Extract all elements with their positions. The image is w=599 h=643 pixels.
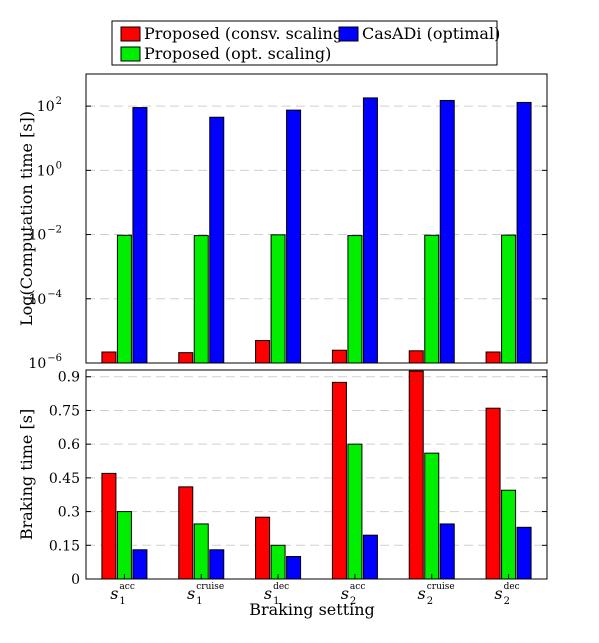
x-tick-superscript: dec: [273, 582, 289, 592]
x-tick-label: s dec 2: [494, 582, 519, 607]
top-bar-proposed-opt: [347, 235, 363, 364]
top-bar-proposed-consv: [255, 340, 271, 364]
top-bar-casadi: [209, 116, 225, 364]
legend-swatch-proposed-opt: [120, 46, 141, 62]
legend: Proposed (consv. scaling) CasADi (optima…: [111, 20, 500, 66]
bot-y-tick-label: 0.6: [58, 437, 80, 453]
top-y-tick-exponent: −4: [47, 289, 62, 300]
top-bar-proposed-opt: [270, 234, 286, 364]
bot-bar-proposed-consv: [255, 516, 271, 580]
top-bar-proposed-consv: [485, 351, 501, 364]
bot-bar-proposed-opt: [193, 523, 209, 580]
braking-time-panel: 0 0.15 0.3 0.45 0.6 0.75 0.9 Braking time [s]: [17, 369, 548, 588]
top-y-tick-exponent: −6: [47, 353, 62, 364]
bot-y-tick-label: 0.9: [58, 370, 80, 386]
top-bar-proposed-opt: [501, 234, 517, 364]
top-plot-frame: [85, 73, 548, 364]
top-bar-casadi: [286, 109, 302, 364]
bot-bar-proposed-opt: [424, 452, 440, 580]
top-bar-proposed-opt: [116, 234, 132, 364]
bot-bar-proposed-consv: [485, 407, 501, 580]
top-bars: [101, 97, 532, 364]
top-bar-casadi: [439, 99, 455, 364]
x-tick-symbol: s: [494, 584, 502, 603]
bot-y-tick-label: 0: [71, 572, 80, 588]
top-y-tick-label: 100: [37, 160, 62, 179]
legend-label-proposed-opt: Proposed (opt. scaling): [144, 44, 331, 63]
top-bar-proposed-consv: [178, 352, 194, 364]
top-bar-proposed-consv: [408, 350, 424, 364]
top-bar-proposed-consv: [331, 349, 347, 364]
x-tick-symbol: s: [418, 584, 426, 603]
x-tick-label: s cruise 1: [187, 582, 224, 607]
legend-label-proposed-consv: Proposed (consv. scaling): [144, 24, 349, 43]
top-bar-proposed-consv: [101, 351, 117, 364]
top-y-axis-label: Log(Computation time [s]): [17, 111, 36, 326]
x-tick-label: s acc 2: [341, 582, 366, 607]
bottom-plot-frame: [85, 369, 548, 580]
x-tick-label: s dec 1: [264, 582, 289, 607]
top-bar-proposed-opt: [193, 235, 209, 364]
bottom-y-ticks: 0 0.15 0.3 0.45 0.6 0.75 0.9: [49, 370, 547, 588]
top-gridlines: [86, 105, 547, 300]
legend-frame: [111, 20, 498, 66]
x-tick-symbol: s: [264, 584, 272, 603]
bot-bar-casadi: [286, 556, 302, 580]
legend-swatch-casadi: [338, 26, 359, 42]
legend-swatch-proposed-consv: [120, 26, 141, 42]
bot-bar-proposed-consv: [178, 486, 194, 580]
x-tick-subscript: 2: [427, 596, 433, 607]
top-bar-proposed-opt: [424, 234, 440, 364]
bot-bar-proposed-consv: [331, 381, 347, 580]
bot-bar-proposed-opt: [116, 511, 132, 580]
bot-bar-proposed-consv: [408, 370, 424, 580]
bot-bar-proposed-opt: [501, 489, 517, 580]
x-tick-superscript: acc: [350, 582, 365, 592]
bot-y-tick-label: 0.15: [49, 538, 80, 554]
bot-y-tick-label: 0.3: [58, 505, 80, 521]
bottom-bars: [101, 370, 532, 580]
top-bar-casadi: [132, 107, 148, 364]
bot-y-tick-label: 0.75: [49, 403, 80, 419]
bot-bar-proposed-opt: [347, 443, 363, 580]
x-tick-subscript: 2: [350, 596, 356, 607]
x-axis-label: Braking setting: [249, 600, 375, 619]
x-tick-superscript: cruise: [427, 582, 455, 592]
x-tick-superscript: cruise: [196, 582, 224, 592]
x-tick-symbol: s: [341, 584, 349, 603]
bot-bar-casadi: [132, 549, 148, 580]
x-tick-subscript: 1: [119, 596, 125, 607]
x-tick-subscript: 2: [504, 596, 510, 607]
x-tick-subscript: 1: [196, 596, 202, 607]
top-bar-casadi: [362, 97, 378, 364]
bot-bar-proposed-opt: [270, 544, 286, 580]
top-y-tick-label: 102: [37, 96, 62, 115]
bottom-gridlines: [86, 376, 547, 546]
bot-bar-proposed-consv: [101, 472, 117, 580]
legend-label-casadi: CasADi (optimal): [362, 24, 500, 43]
x-tick-superscript: dec: [504, 582, 520, 592]
top-bar-casadi: [516, 101, 532, 364]
x-tick-symbol: s: [187, 584, 195, 603]
top-y-tick-exponent: 0: [56, 160, 62, 171]
bot-bar-casadi: [209, 549, 225, 580]
x-tick-label: s cruise 2: [418, 582, 455, 607]
top-y-tick-exponent: 2: [56, 96, 62, 107]
bot-y-tick-label: 0.45: [49, 471, 80, 487]
bottom-y-axis-label: Braking time [s]: [17, 409, 36, 540]
x-tick-superscript: acc: [119, 582, 134, 592]
x-tick-subscript: 1: [273, 596, 279, 607]
bot-bar-casadi: [439, 523, 455, 580]
bot-bar-casadi: [362, 534, 378, 580]
x-tick-symbol: s: [110, 584, 118, 603]
bot-bar-casadi: [516, 526, 532, 580]
x-tick-label: s acc 1: [110, 582, 135, 607]
top-y-tick-exponent: −2: [47, 225, 62, 236]
